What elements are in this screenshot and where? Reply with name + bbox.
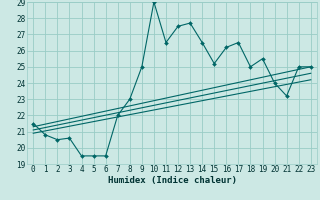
X-axis label: Humidex (Indice chaleur): Humidex (Indice chaleur) <box>108 176 236 185</box>
